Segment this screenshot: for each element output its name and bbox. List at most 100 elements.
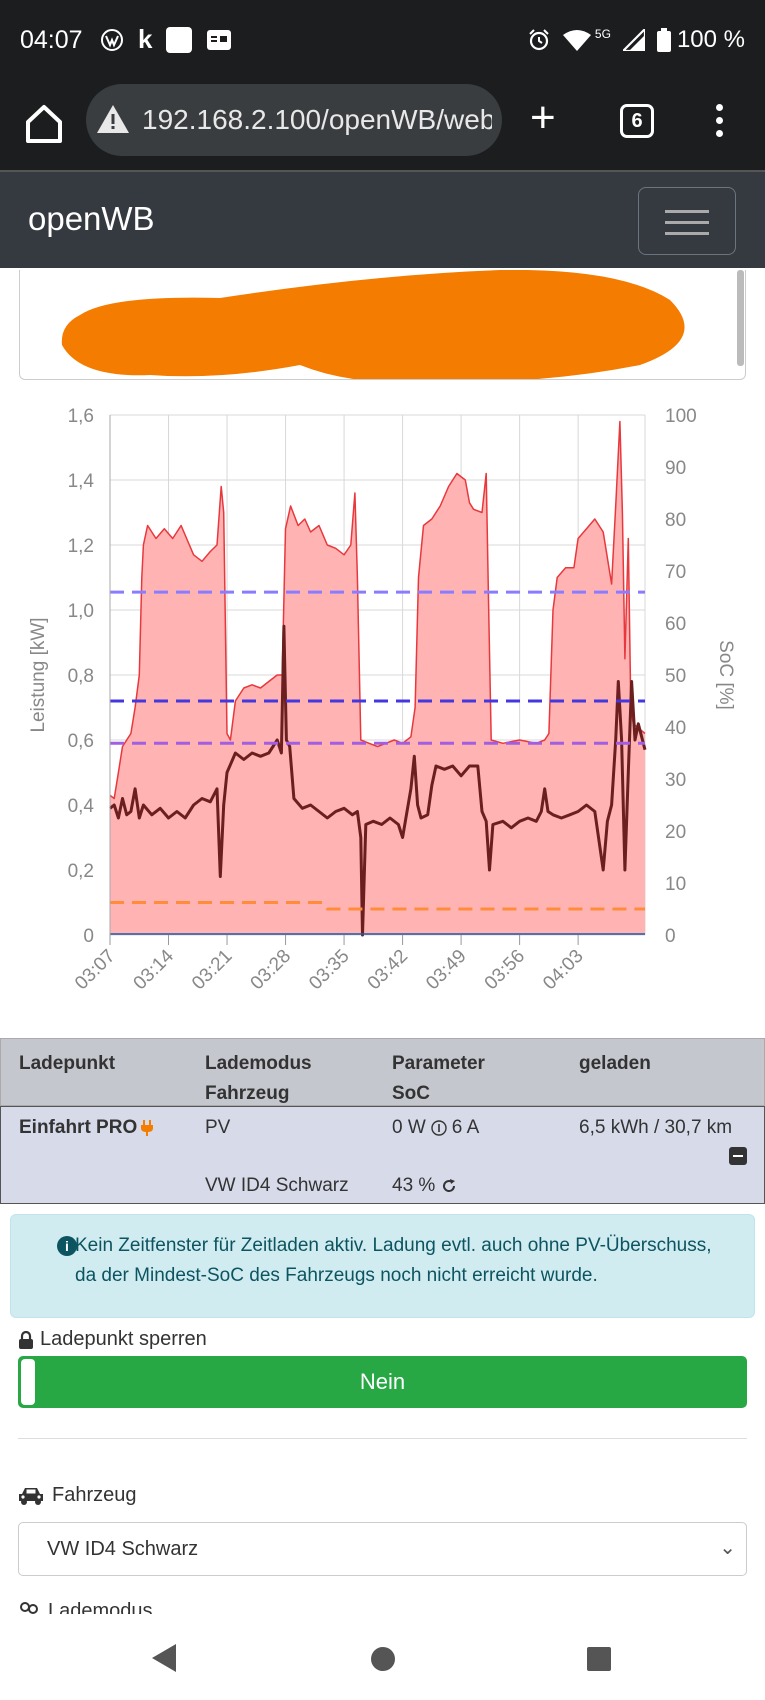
- app-navbar: openWB: [0, 170, 765, 268]
- series-line-1: [109, 624, 647, 937]
- android-nav-bar: [0, 1614, 765, 1700]
- lock-label-text: Ladepunkt sperren: [40, 1328, 207, 1350]
- series-line-0: [109, 420, 646, 800]
- vehicle-label: Fahrzeug: [18, 1484, 137, 1507]
- status-bar: 04:07 k 5G 100 %: [0, 0, 765, 84]
- home-icon[interactable]: [24, 102, 64, 146]
- chevron-down-icon: ⌄: [719, 1537, 736, 1559]
- y-right-tick-label: 0: [665, 926, 676, 947]
- vehicle-label-text: Fahrzeug: [52, 1484, 137, 1506]
- x-tick-label: 04:03: [539, 946, 587, 994]
- browser-menu-icon[interactable]: [716, 98, 726, 143]
- y-left-tick-label: 0,6: [68, 731, 94, 752]
- back-icon[interactable]: [150, 1642, 178, 1674]
- scrollbar-thumb[interactable]: [737, 270, 744, 366]
- header-fahrzeug-label: Fahrzeug: [205, 1083, 290, 1104]
- vw-logo-icon: [101, 28, 123, 51]
- new-tab-icon[interactable]: +: [530, 93, 556, 142]
- url-bar[interactable]: [86, 84, 502, 156]
- y-left-tick-label: 1,0: [68, 601, 94, 622]
- power-chart: 0 0,2 0,4 0,6 0,8 1,0 1,2 1,4 1,6 0 10 20 30 40 50 60 70…: [0, 395, 765, 1025]
- y-right-tick-label: 70: [665, 562, 686, 583]
- parameter-cell: 0 W 6 A: [392, 1117, 479, 1139]
- signal-icon: [622, 29, 645, 51]
- ladepunkt-name: Einfahrt PRO: [19, 1117, 138, 1138]
- plug-icon: [141, 1120, 154, 1136]
- y-right-tick-label: 30: [665, 770, 686, 791]
- y-left-tick-label: 1,4: [68, 471, 95, 492]
- y-right-tick-label: 80: [665, 510, 686, 531]
- alarm-icon: [529, 29, 549, 51]
- recents-icon[interactable]: [586, 1646, 612, 1672]
- url-text[interactable]: 192.168.2.100/openWB/web/: [142, 104, 492, 135]
- battery-icon: [656, 28, 671, 52]
- y-right-tick-label: 90: [665, 458, 686, 479]
- refresh-icon[interactable]: [441, 1178, 457, 1194]
- chart-svg: 0 0,2 0,4 0,6 0,8 1,0 1,2 1,4 1,6 0 10 20 30 40 50 60 70…: [28, 406, 736, 994]
- y-right-tick-label: 50: [665, 666, 686, 687]
- series-area-0: [110, 421, 645, 935]
- y-right-tick-label: 40: [665, 718, 686, 739]
- x-tick-label: 03:21: [188, 946, 236, 994]
- vehicle-select-value: VW ID4 Schwarz: [47, 1538, 199, 1560]
- lock-label: Ladepunkt sperren: [18, 1328, 207, 1351]
- parameter-current: 6 A: [451, 1117, 480, 1138]
- y-left-tick-label: 1,6: [68, 406, 94, 427]
- x-tick-label: 03:14: [130, 945, 179, 994]
- header-lademodus: Lademodus Fahrzeug: [205, 1049, 312, 1109]
- lademodus-cell: PV: [205, 1117, 231, 1138]
- y-left-axis-label: Leistung [kW]: [28, 617, 49, 732]
- home-circle-icon[interactable]: [370, 1646, 396, 1672]
- x-tick-label: 03:56: [481, 946, 529, 994]
- network-type: 5G: [594, 27, 611, 41]
- gmx-icon: [207, 29, 232, 50]
- battery-percent: 100 %: [676, 26, 745, 53]
- lock-toggle-button[interactable]: Nein: [18, 1356, 747, 1408]
- x-tick-label: 03:28: [247, 946, 295, 994]
- header-soc-label: SoC: [392, 1083, 430, 1104]
- toggle-knob: [21, 1359, 35, 1405]
- table-header: Ladepunkt Lademodus Fahrzeug Parameter S…: [0, 1038, 765, 1106]
- y-left-tick-label: 0,8: [68, 666, 94, 687]
- status-icons-right: 5G 100 %: [527, 26, 745, 54]
- square-app-icon: [166, 26, 193, 53]
- y-right-tick-label: 10: [665, 874, 686, 895]
- geladen-cell: 6,5 kWh / 30,7 km: [579, 1117, 733, 1138]
- header-ladepunkt: Ladepunkt: [19, 1053, 116, 1074]
- charging-mode-icon: [20, 1602, 38, 1614]
- redaction-scribble: [61, 270, 685, 379]
- x-tick-label: 03:49: [422, 946, 470, 994]
- car-icon: [19, 1487, 43, 1505]
- header-geladen: geladen: [579, 1053, 651, 1074]
- collapse-minus-button[interactable]: [729, 1147, 747, 1165]
- y-right-tick-label: 20: [665, 822, 686, 843]
- tab-switcher-button[interactable]: 6: [620, 104, 654, 138]
- vehicle-select[interactable]: VW ID4 Schwarz ⌄: [18, 1522, 747, 1576]
- header-parameter-label: Parameter: [392, 1053, 485, 1074]
- divider: [18, 1438, 747, 1439]
- y-left-tick-label: 0,4: [68, 796, 95, 817]
- soc-value: 43 %: [392, 1175, 436, 1196]
- fahrzeug-cell: VW ID4 Schwarz: [205, 1175, 349, 1196]
- parameter-power: 0 W: [392, 1117, 426, 1138]
- lademodus-label: Lademodus: [18, 1600, 153, 1614]
- y-left-tick-label: 1,2: [68, 536, 94, 557]
- status-time: 04:07: [20, 26, 83, 54]
- brand-title[interactable]: openWB: [28, 200, 155, 237]
- info-circle-icon: [431, 1120, 447, 1136]
- info-icon: i: [57, 1236, 77, 1256]
- status-icons-left: k: [100, 24, 232, 55]
- header-parameter: Parameter SoC: [392, 1049, 485, 1109]
- y-right-tick-label: 60: [665, 614, 686, 635]
- menu-toggle-button[interactable]: [638, 187, 736, 255]
- lademodus-label-text: Lademodus: [48, 1600, 153, 1614]
- lock-toggle-label: Nein: [359, 1369, 406, 1394]
- wifi-icon: [562, 30, 591, 51]
- y-left-tick-label: 0,2: [68, 861, 94, 882]
- x-tick-label: 03:42: [364, 946, 412, 994]
- series-line-2: [110, 901, 645, 911]
- table-row[interactable]: Einfahrt PRO PV 0 W 6 A 6,5 kWh / 30,7 k…: [0, 1106, 765, 1204]
- browser-toolbar: 192.168.2.100/openWB/web/ + 6: [0, 84, 765, 170]
- warning-icon[interactable]: [96, 104, 130, 134]
- y-left-tick-label: 0: [83, 926, 94, 947]
